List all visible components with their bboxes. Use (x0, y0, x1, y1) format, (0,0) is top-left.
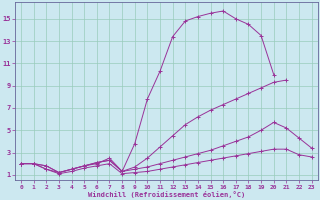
X-axis label: Windchill (Refroidissement éolien,°C): Windchill (Refroidissement éolien,°C) (88, 191, 245, 198)
